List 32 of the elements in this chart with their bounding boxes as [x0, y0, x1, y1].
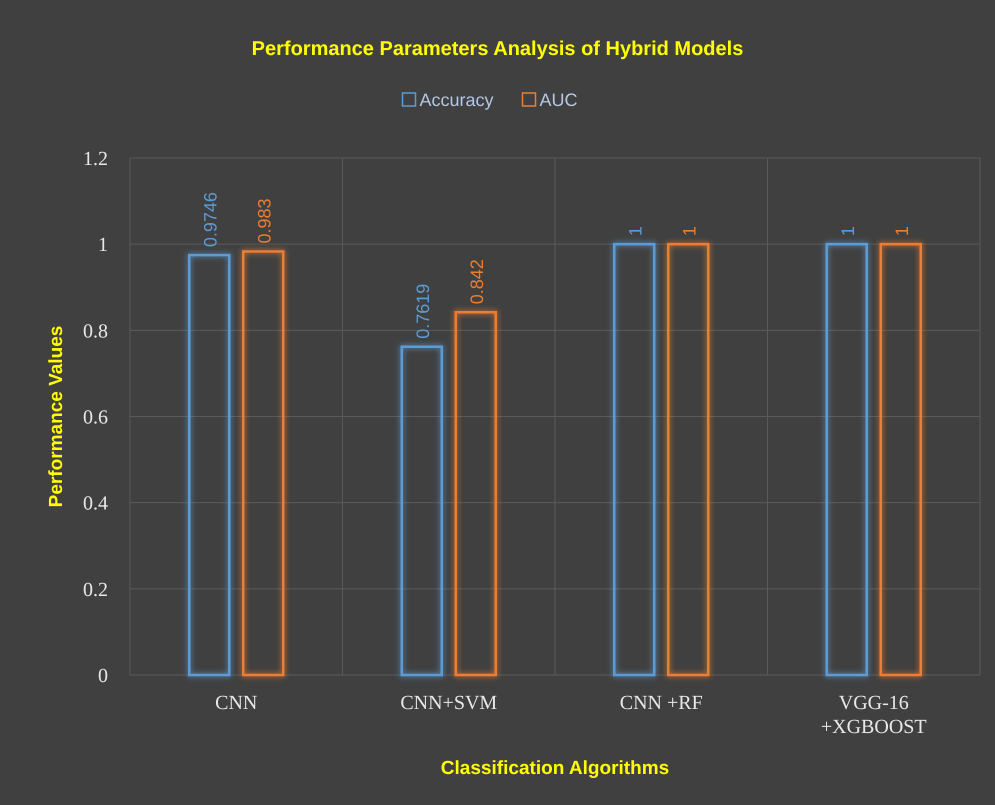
x-tick-label: VGG-16 +XGBOOST	[820, 692, 927, 738]
x-tick-label: CNN +RF	[620, 692, 703, 714]
y-axis-title: Performance Values	[46, 326, 67, 508]
y-tick-label: 0	[98, 665, 108, 687]
x-axis-title: Classification Algorithms	[440, 758, 670, 779]
data-label: 0.7619	[412, 284, 433, 339]
data-label: 1	[679, 226, 700, 236]
data-label: 1	[625, 226, 646, 236]
data-label: 0.983	[254, 198, 274, 244]
y-tick-label: 1	[98, 234, 108, 256]
data-label: 1	[838, 226, 858, 236]
x-tick-label: CNN	[215, 692, 258, 714]
x-tick-label: CNN+SVM	[400, 692, 498, 714]
data-label: 0.9746	[200, 192, 220, 248]
bar	[826, 242, 868, 676]
legend-label: AUC	[540, 90, 578, 110]
y-tick-label: 0.2	[83, 578, 108, 601]
y-tick-label: 0.6	[83, 406, 108, 428]
bar	[454, 310, 497, 676]
y-tick-label: 0.8	[83, 320, 108, 342]
bar	[667, 242, 710, 676]
y-tick-label: 1.2	[83, 148, 108, 170]
bar	[613, 242, 656, 676]
data-label: 0.842	[466, 259, 487, 304]
y-tick-label: 0.4	[83, 492, 108, 515]
chart-title: Performance Parameters Analysis of Hybrid Models	[252, 38, 744, 60]
bar	[880, 242, 922, 676]
bar	[188, 254, 230, 676]
legend-label: Accuracy	[420, 90, 494, 110]
bar	[242, 250, 284, 676]
data-label: 1	[892, 226, 912, 236]
bar	[400, 346, 443, 676]
